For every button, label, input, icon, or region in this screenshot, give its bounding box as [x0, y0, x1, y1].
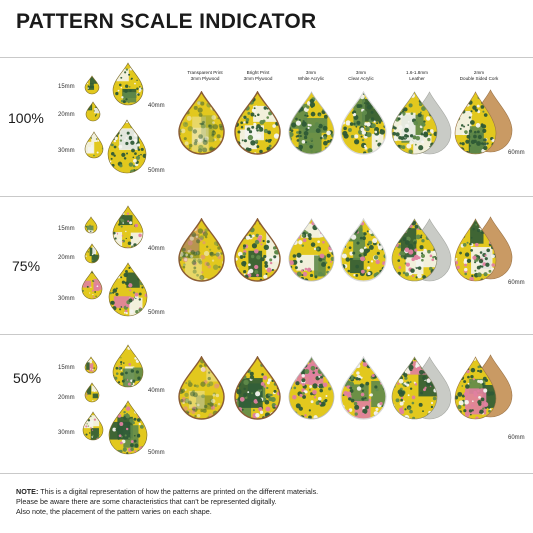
swatch-cork [454, 356, 497, 420]
swatch-cork [454, 218, 497, 282]
swatch-plywood-transparent [178, 356, 225, 420]
sample-swatch [84, 75, 100, 95]
size-label-50mm: 50mm [148, 310, 165, 316]
size-label-50mm: 50mm [148, 168, 165, 174]
scale-label-100: 100% [8, 110, 44, 126]
sample-swatch [85, 101, 101, 122]
swatch-clear-acrylic [340, 91, 387, 155]
size-label-30mm: 30mm [58, 148, 75, 154]
divider [0, 57, 533, 58]
size-label-20mm: 20mm [58, 112, 75, 118]
divider [0, 196, 533, 197]
size-label-40mm: 40mm [148, 246, 165, 252]
scale-label-75: 75% [12, 258, 41, 274]
size-label-15mm: 15mm [58, 84, 75, 90]
size-label-40mm: 40mm [148, 388, 165, 394]
size-label-60mm: 60mm [508, 150, 525, 156]
swatch-plywood-bright [234, 356, 281, 420]
size-label-60mm: 60mm [508, 435, 525, 441]
sample-swatch-50mm [107, 119, 147, 174]
sample-swatch [82, 411, 104, 441]
sample-swatch [84, 131, 104, 159]
swatch-leather [391, 218, 438, 282]
size-label-15mm: 15mm [58, 226, 75, 232]
sample-swatch-40mm [112, 62, 144, 106]
swatch-plywood-transparent [178, 91, 225, 155]
swatch-white-acrylic [288, 356, 335, 420]
swatch-leather [391, 91, 438, 155]
size-label-60mm: 60mm [508, 280, 525, 286]
sample-swatch [84, 243, 100, 264]
page-title: PATTERN SCALE INDICATOR [16, 10, 317, 33]
material-label-plywood-transparent: Transparent Print 3mm Plywood [187, 70, 223, 81]
swatch-plywood-transparent [178, 218, 225, 282]
swatch-white-acrylic [288, 218, 335, 282]
material-label-cork: 2mm Double Sided Cork [459, 70, 499, 81]
size-label-20mm: 20mm [58, 395, 75, 401]
note-line-3: Also note, the placement of the pattern … [16, 507, 212, 516]
swatch-clear-acrylic [340, 218, 387, 282]
note-label: NOTE: [16, 487, 39, 496]
scale-label-50: 50% [13, 370, 42, 386]
size-label-20mm: 20mm [58, 255, 75, 261]
swatch-plywood-bright [234, 218, 281, 282]
size-label-40mm: 40mm [148, 103, 165, 109]
swatch-white-acrylic [288, 91, 335, 155]
size-label-30mm: 30mm [58, 430, 75, 436]
sample-swatch-50mm [108, 400, 148, 455]
sample-swatch-40mm [112, 344, 144, 388]
sample-swatch-50mm [108, 262, 148, 317]
sample-swatch [84, 382, 100, 403]
swatch-clear-acrylic [340, 356, 387, 420]
swatch-plywood-bright [234, 91, 281, 155]
note-block: NOTE: This is a digital representation o… [16, 487, 516, 517]
size-label-30mm: 30mm [58, 296, 75, 302]
size-label-15mm: 15mm [58, 365, 75, 371]
sample-swatch [84, 356, 98, 374]
divider [0, 334, 533, 335]
sample-swatch [84, 216, 98, 234]
swatch-leather [391, 356, 438, 420]
material-label-clear-acrylic: 3mm Clear Acrylic [348, 70, 374, 81]
note-line-1: This is a digital representation of how … [38, 487, 319, 496]
material-label-leather: 1.6-1.8mm Leather [406, 70, 428, 81]
note-line-2: Please be aware there are some character… [16, 497, 277, 506]
material-label-white-acrylic: 3mm White Acrylic [297, 70, 325, 81]
size-label-50mm: 50mm [148, 450, 165, 456]
divider [0, 473, 533, 474]
material-label-plywood-bright: Bright Print 3mm Plywood [243, 70, 273, 81]
swatch-cork [454, 91, 497, 155]
sample-swatch-40mm [112, 205, 144, 249]
sample-swatch [81, 270, 103, 300]
